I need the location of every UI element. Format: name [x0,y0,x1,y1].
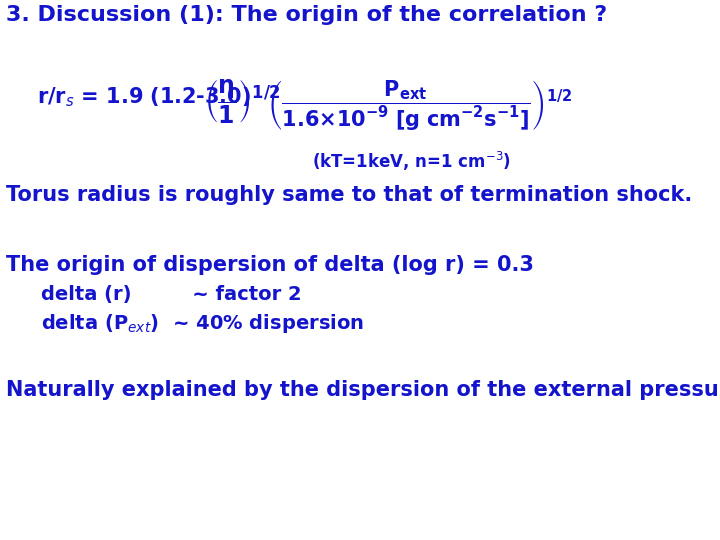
Text: r/r$_s$ = 1.9 (1.2-3.0): r/r$_s$ = 1.9 (1.2-3.0) [37,85,251,109]
Text: 3. Discussion (1): The origin of the correlation ?: 3. Discussion (1): The origin of the cor… [6,5,607,25]
Text: delta (r)         ~ factor 2: delta (r) ~ factor 2 [41,285,302,304]
Text: delta (P$_{ext}$)  ~ 40% dispersion: delta (P$_{ext}$) ~ 40% dispersion [41,312,364,335]
Text: $\left(\dfrac{\mathbf{\eta}}{\mathbf{1}}\right)^{\mathbf{1/2}}$: $\left(\dfrac{\mathbf{\eta}}{\mathbf{1}}… [204,78,281,126]
Text: $\left(\dfrac{\mathbf{P_{ext}}}{\mathbf{1.6{\times}10^{-9}\ [g\ cm^{-2}s^{-1}]}}: $\left(\dfrac{\mathbf{P_{ext}}}{\mathbf{… [267,78,572,132]
Text: Naturally explained by the dispersion of the external pressure: Naturally explained by the dispersion of… [6,380,720,400]
Text: (kT=1keV, n=1 cm$^{-3}$): (kT=1keV, n=1 cm$^{-3}$) [312,150,510,173]
Text: Torus radius is roughly same to that of termination shock.: Torus radius is roughly same to that of … [6,185,692,205]
Text: The origin of dispersion of delta (log r) = 0.3: The origin of dispersion of delta (log r… [6,255,534,275]
